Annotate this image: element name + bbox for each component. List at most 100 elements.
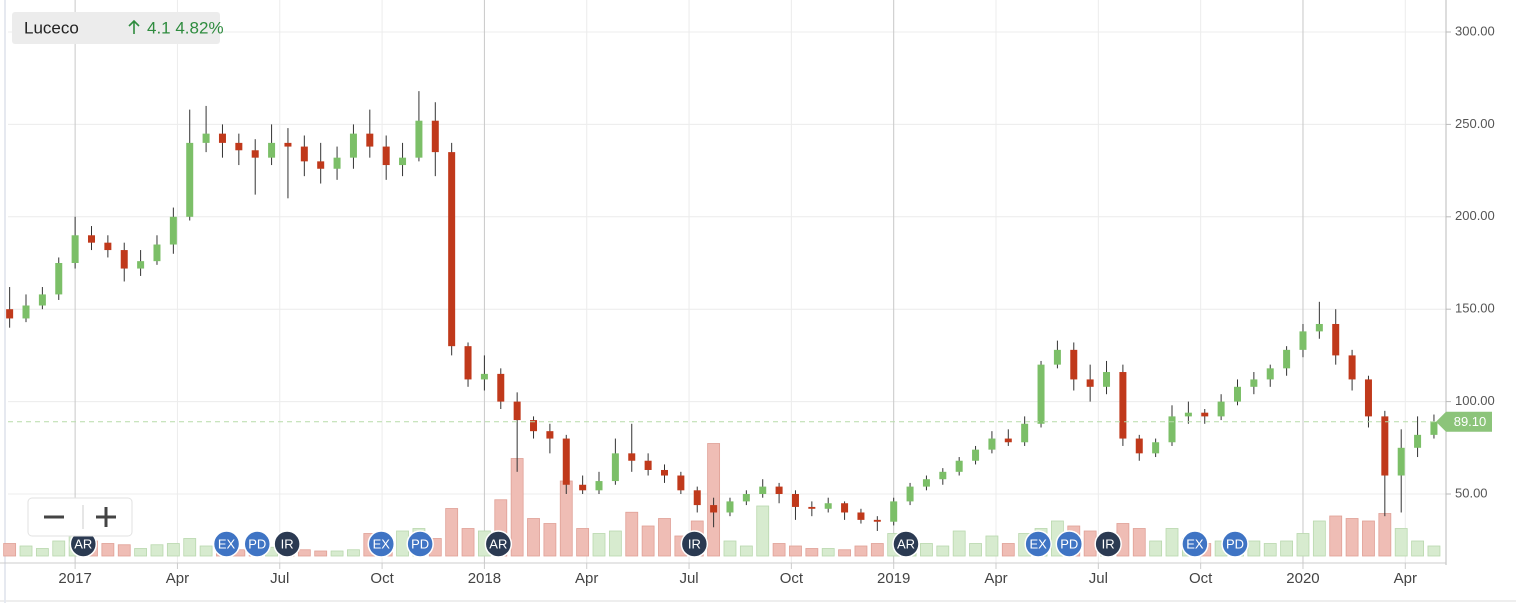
candle-body [759, 486, 767, 494]
volume-bar [789, 545, 802, 557]
candle-body [1103, 372, 1111, 387]
y-tick-label: 50.00 [1455, 485, 1488, 500]
volume-bar [772, 543, 786, 557]
candle-body [153, 244, 161, 262]
volume-bar [985, 535, 999, 557]
volume-bar [1296, 533, 1310, 557]
candle-body [137, 261, 145, 269]
volume-bar [101, 543, 115, 557]
candle-body [644, 460, 652, 470]
volume-bar [1345, 518, 1359, 557]
volume-bar [199, 545, 213, 557]
volume-bar [150, 544, 164, 557]
instrument-name: Luceco [24, 18, 79, 37]
candle-body [120, 250, 128, 269]
candle-body [202, 133, 210, 143]
candle-body [1283, 349, 1291, 369]
event-marker [273, 530, 301, 558]
volume-bar [821, 548, 835, 557]
candle-body [448, 152, 456, 347]
candle-body [890, 501, 898, 522]
volume-bar [1394, 528, 1408, 557]
volume-bar [936, 545, 950, 557]
candle-body [1315, 323, 1323, 332]
candle-body [1233, 386, 1241, 402]
volume-bar [1149, 540, 1163, 557]
candle-body [300, 146, 308, 162]
candle-body [1332, 323, 1340, 356]
volume-bar [1280, 540, 1294, 557]
candle-body [1348, 355, 1356, 380]
x-tick-label: Oct [780, 570, 804, 587]
candle-body [1119, 372, 1127, 439]
volume-bar [920, 543, 933, 557]
event-label: IR [1102, 536, 1115, 551]
price-change: 4.1 4.82% [147, 18, 224, 37]
candle-body [857, 512, 865, 520]
event-marker [212, 530, 241, 558]
volume-bar [117, 544, 131, 557]
candle-body [841, 503, 849, 513]
event-label: AR [489, 536, 507, 551]
candle-body [415, 120, 423, 158]
event-label: PD [248, 536, 266, 551]
volume-bar [576, 528, 590, 557]
volume-bar [543, 523, 557, 557]
candle-body [939, 471, 947, 480]
volume-bar [1247, 540, 1261, 557]
x-tick-label: Jul [1089, 570, 1108, 587]
candle-layer [6, 91, 1438, 531]
event-marker [484, 530, 513, 558]
y-tick-label: 300.00 [1455, 23, 1495, 38]
candle-body [579, 484, 587, 491]
candle-body [169, 216, 177, 245]
up-arrow-icon [128, 19, 140, 34]
volume-bar [510, 458, 524, 557]
candle-body [710, 505, 718, 513]
candle-body [399, 157, 407, 166]
candle-body [1299, 331, 1307, 350]
volume-bar [870, 543, 884, 557]
candle-body [1364, 379, 1372, 417]
candle-body [333, 157, 341, 169]
x-tick-label: Jul [679, 570, 698, 587]
volume-bar [527, 518, 540, 557]
candle-body [791, 494, 799, 507]
volume-bar [297, 549, 311, 557]
volume-bar [1165, 528, 1179, 557]
x-tick-label: Oct [370, 570, 394, 587]
candle-body [1135, 438, 1143, 454]
event-label: EX [1186, 536, 1204, 551]
candle-body [546, 431, 554, 439]
candle-body [677, 475, 685, 491]
candle-body [906, 486, 914, 502]
candle-body [1086, 379, 1094, 387]
volume-bar [608, 530, 622, 557]
candle-body [480, 373, 488, 380]
candle-body [988, 438, 996, 450]
volume-bar [625, 511, 639, 557]
candle-body [87, 235, 95, 243]
volume-bar [952, 530, 966, 557]
candle-body [1430, 421, 1438, 435]
event-label: EX [218, 536, 236, 551]
candle-body [1414, 434, 1422, 448]
x-tick-label: Apr [575, 570, 598, 587]
volume-bar [1263, 543, 1277, 557]
event-label: PD [1060, 536, 1078, 551]
y-tick-label: 150.00 [1455, 301, 1495, 316]
candle-body [1053, 349, 1061, 365]
candle-body [38, 294, 46, 306]
volume-bar [969, 543, 982, 557]
volume-bar [1378, 513, 1392, 557]
event-marker [1181, 530, 1209, 558]
candle-body [1184, 412, 1192, 417]
volume-bar [1312, 520, 1326, 557]
volume-bar [756, 505, 770, 557]
candle-body [955, 460, 963, 472]
candle-body [595, 481, 603, 491]
header-box [12, 12, 220, 44]
volume-bar [854, 545, 868, 557]
candle-body [22, 305, 30, 319]
event-marker [1094, 530, 1122, 558]
